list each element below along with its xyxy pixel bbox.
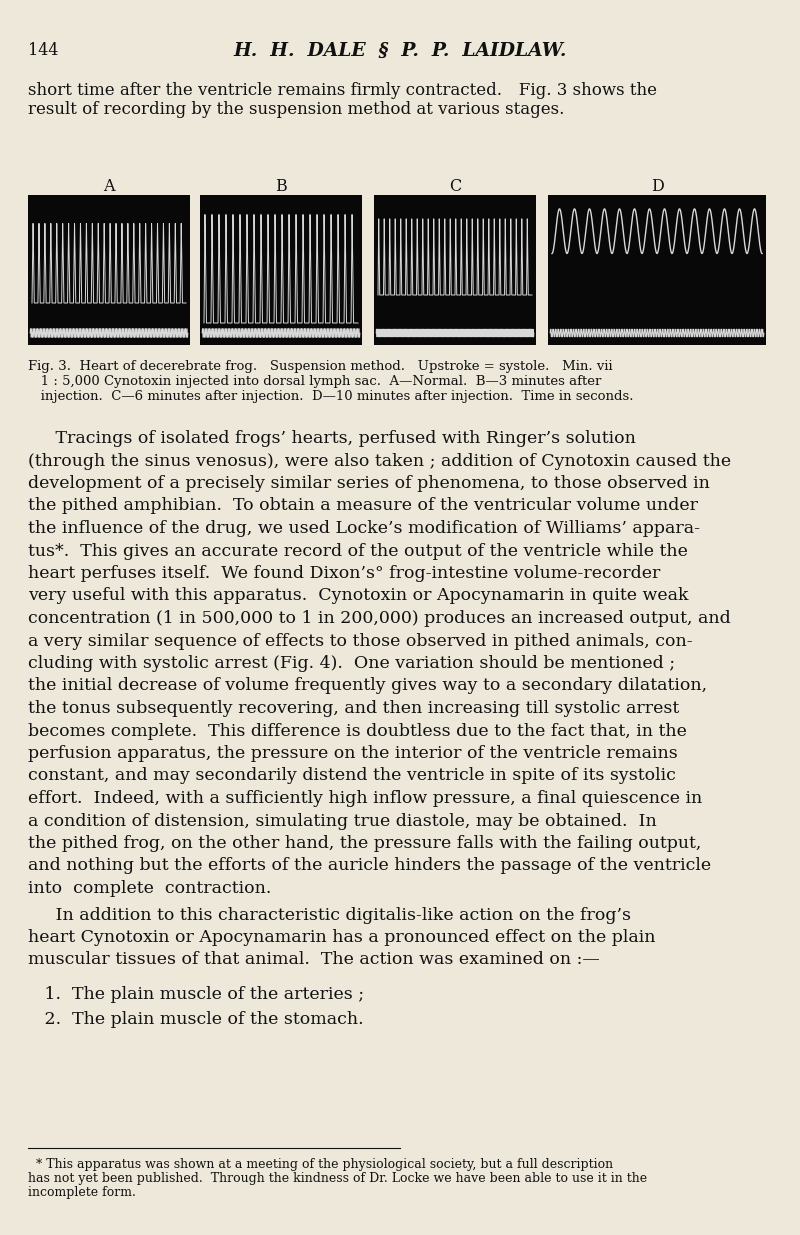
Text: cluding with systolic arrest (Fig. 4).  One variation should be mentioned ;: cluding with systolic arrest (Fig. 4). O… <box>28 655 675 672</box>
Text: B: B <box>275 178 287 195</box>
Text: concentration (1 in 500,000 to 1 in 200,000) produces an increased output, and: concentration (1 in 500,000 to 1 in 200,… <box>28 610 730 627</box>
Text: short time after the ventricle remains firmly contracted.  Fig. 3 shows the: short time after the ventricle remains f… <box>28 82 657 99</box>
Text: 1.  The plain muscle of the arteries ;: 1. The plain muscle of the arteries ; <box>28 986 364 1003</box>
Text: the tonus subsequently recovering, and then increasing till systolic arrest: the tonus subsequently recovering, and t… <box>28 700 679 718</box>
Text: 2.  The plain muscle of the stomach.: 2. The plain muscle of the stomach. <box>28 1010 364 1028</box>
Text: a very similar sequence of effects to those observed in pithed animals, con-: a very similar sequence of effects to th… <box>28 632 693 650</box>
Text: the pithed amphibian.  To obtain a measure of the ventricular volume under: the pithed amphibian. To obtain a measur… <box>28 498 698 515</box>
Text: D: D <box>650 178 663 195</box>
Text: very useful with this apparatus.  Cynotoxin or Apocynamarin in quite weak: very useful with this apparatus. Cynotox… <box>28 588 689 604</box>
Text: A: A <box>103 178 114 195</box>
Text: result of recording by the suspension method at various stages.: result of recording by the suspension me… <box>28 101 564 119</box>
Text: injection.  C—6 minutes after injection.  D—10 minutes after injection.  Time in: injection. C—6 minutes after injection. … <box>28 390 634 403</box>
Text: effort.  Indeed, with a sufficiently high inflow pressure, a final quiescence in: effort. Indeed, with a sufficiently high… <box>28 790 702 806</box>
Text: constant, and may secondarily distend the ventricle in spite of its systolic: constant, and may secondarily distend th… <box>28 767 676 784</box>
Text: becomes complete.  This difference is doubtless due to the fact that, in the: becomes complete. This difference is dou… <box>28 722 687 740</box>
Text: H.  H.  DALE  §  P.  P.  LAIDLAW.: H. H. DALE § P. P. LAIDLAW. <box>234 42 566 61</box>
Text: heart perfuses itself.  We found Dixon’s° frog-intestine volume-recorder: heart perfuses itself. We found Dixon’s°… <box>28 564 660 582</box>
Text: the pithed frog, on the other hand, the pressure falls with the failing output,: the pithed frog, on the other hand, the … <box>28 835 702 852</box>
Text: (through the sinus venosus), were also taken ; addition of Cynotoxin caused the: (through the sinus venosus), were also t… <box>28 452 731 469</box>
Text: 1 : 5,000 Cynotoxin injected into dorsal lymph sac.  A—Normal.  B—3 minutes afte: 1 : 5,000 Cynotoxin injected into dorsal… <box>28 375 602 388</box>
Text: into  complete  contraction.: into complete contraction. <box>28 881 271 897</box>
Text: heart Cynotoxin or Apocynamarin has a pronounced effect on the plain: heart Cynotoxin or Apocynamarin has a pr… <box>28 929 655 946</box>
Text: Tracings of isolated frogs’ hearts, perfused with Ringer’s solution: Tracings of isolated frogs’ hearts, perf… <box>28 430 636 447</box>
Bar <box>374 195 536 345</box>
Text: the influence of the drug, we used Locke’s modification of Williams’ appara-: the influence of the drug, we used Locke… <box>28 520 700 537</box>
Text: C: C <box>449 178 461 195</box>
Text: incomplete form.: incomplete form. <box>28 1186 136 1199</box>
Text: Fig. 3.  Heart of decerebrate frog.   Suspension method.   Upstroke = systole.  : Fig. 3. Heart of decerebrate frog. Suspe… <box>28 359 613 373</box>
Text: * This apparatus was shown at a meeting of the physiological society, but a full: * This apparatus was shown at a meeting … <box>28 1158 613 1171</box>
Text: the initial decrease of volume frequently gives way to a secondary dilatation,: the initial decrease of volume frequentl… <box>28 678 707 694</box>
Text: and nothing but the efforts of the auricle hinders the passage of the ventricle: and nothing but the efforts of the auric… <box>28 857 711 874</box>
Text: muscular tissues of that animal.  The action was examined on :—: muscular tissues of that animal. The act… <box>28 951 600 968</box>
Text: development of a precisely similar series of phenomena, to those observed in: development of a precisely similar serie… <box>28 475 710 492</box>
Text: 144: 144 <box>28 42 58 59</box>
Bar <box>28 195 190 345</box>
Bar <box>200 195 362 345</box>
Bar <box>548 195 766 345</box>
Text: has not yet been published.  Through the kindness of Dr. Locke we have been able: has not yet been published. Through the … <box>28 1172 647 1186</box>
Text: tus*.  This gives an accurate record of the output of the ventricle while the: tus*. This gives an accurate record of t… <box>28 542 688 559</box>
Text: In addition to this characteristic digitalis-like action on the frog’s: In addition to this characteristic digit… <box>28 906 631 924</box>
Text: a condition of distension, simulating true diastole, may be obtained.  In: a condition of distension, simulating tr… <box>28 813 657 830</box>
Text: perfusion apparatus, the pressure on the interior of the ventricle remains: perfusion apparatus, the pressure on the… <box>28 745 678 762</box>
